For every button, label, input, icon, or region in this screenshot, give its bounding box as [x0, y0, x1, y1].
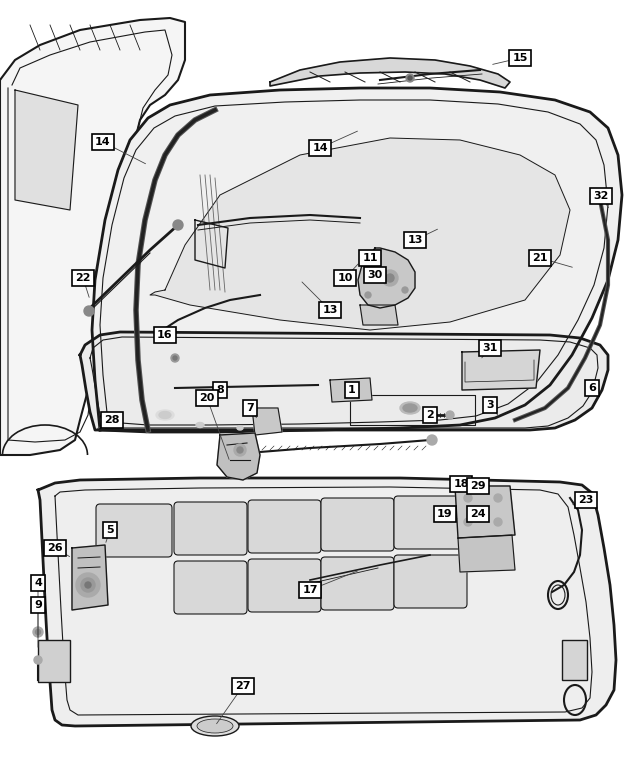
Circle shape: [494, 518, 502, 526]
Ellipse shape: [196, 422, 204, 427]
FancyBboxPatch shape: [174, 561, 247, 614]
Circle shape: [464, 518, 472, 526]
Text: 23: 23: [579, 495, 594, 505]
Ellipse shape: [159, 412, 171, 419]
Ellipse shape: [400, 402, 420, 414]
Text: 6: 6: [588, 383, 596, 393]
Circle shape: [173, 220, 183, 230]
Ellipse shape: [156, 410, 174, 420]
Text: 20: 20: [199, 393, 214, 403]
FancyBboxPatch shape: [96, 504, 172, 557]
Text: 8: 8: [216, 385, 224, 395]
Text: 18: 18: [453, 479, 468, 489]
FancyBboxPatch shape: [394, 496, 467, 549]
Circle shape: [164, 331, 172, 339]
Circle shape: [171, 354, 179, 362]
FancyBboxPatch shape: [248, 500, 321, 553]
Circle shape: [84, 306, 94, 316]
Ellipse shape: [403, 404, 417, 412]
Text: 4: 4: [34, 578, 42, 588]
Text: 22: 22: [76, 273, 91, 283]
Circle shape: [166, 333, 170, 337]
Text: 9: 9: [34, 600, 42, 610]
Polygon shape: [15, 90, 78, 210]
Polygon shape: [217, 433, 260, 480]
Bar: [562, 640, 587, 680]
Text: 24: 24: [470, 509, 486, 519]
Text: 17: 17: [302, 585, 317, 595]
Text: 13: 13: [323, 305, 338, 315]
Circle shape: [85, 582, 91, 588]
Polygon shape: [252, 408, 282, 435]
Text: 10: 10: [337, 273, 353, 283]
Polygon shape: [0, 18, 185, 455]
Circle shape: [81, 578, 95, 592]
Text: 21: 21: [532, 253, 548, 263]
Circle shape: [382, 270, 398, 286]
FancyBboxPatch shape: [321, 498, 394, 551]
Text: 26: 26: [47, 543, 63, 553]
Circle shape: [406, 74, 414, 82]
Text: 30: 30: [367, 270, 383, 280]
Circle shape: [35, 629, 40, 635]
Text: 16: 16: [157, 330, 173, 340]
Ellipse shape: [191, 716, 239, 736]
Polygon shape: [72, 545, 108, 610]
Circle shape: [427, 435, 437, 445]
Circle shape: [173, 356, 177, 360]
Ellipse shape: [237, 426, 243, 430]
Polygon shape: [150, 138, 570, 330]
Circle shape: [34, 656, 42, 664]
Circle shape: [33, 627, 43, 637]
Polygon shape: [270, 58, 510, 88]
FancyBboxPatch shape: [394, 555, 467, 608]
FancyBboxPatch shape: [321, 557, 394, 610]
Text: 2: 2: [426, 410, 434, 420]
Text: 31: 31: [483, 343, 498, 353]
Polygon shape: [462, 350, 540, 390]
Text: 14: 14: [312, 143, 328, 153]
Circle shape: [367, 265, 373, 271]
Text: 15: 15: [512, 53, 528, 63]
Polygon shape: [458, 535, 515, 572]
Text: 5: 5: [106, 525, 114, 535]
Text: 29: 29: [470, 481, 486, 491]
Circle shape: [408, 76, 412, 80]
Polygon shape: [80, 332, 608, 430]
Circle shape: [237, 447, 243, 453]
Circle shape: [386, 274, 394, 282]
Text: 27: 27: [236, 681, 251, 691]
Polygon shape: [360, 305, 398, 325]
Circle shape: [464, 494, 472, 502]
Circle shape: [365, 292, 371, 298]
Text: 11: 11: [362, 253, 378, 263]
Polygon shape: [92, 88, 622, 432]
Text: 7: 7: [246, 403, 254, 413]
Text: 14: 14: [95, 137, 111, 147]
FancyBboxPatch shape: [174, 502, 247, 555]
Circle shape: [446, 411, 454, 419]
Ellipse shape: [197, 719, 233, 733]
Polygon shape: [330, 378, 372, 402]
Text: 1: 1: [348, 385, 356, 395]
Text: 28: 28: [104, 415, 120, 425]
Text: 3: 3: [486, 400, 494, 410]
Circle shape: [494, 494, 502, 502]
Polygon shape: [38, 478, 616, 726]
Text: 13: 13: [407, 235, 422, 245]
Bar: [38, 640, 70, 682]
Polygon shape: [358, 248, 415, 308]
FancyBboxPatch shape: [248, 559, 321, 612]
Circle shape: [234, 444, 246, 456]
Circle shape: [76, 573, 100, 597]
Circle shape: [402, 287, 408, 293]
Text: 19: 19: [437, 509, 453, 519]
Text: 32: 32: [593, 191, 609, 201]
Polygon shape: [455, 486, 515, 538]
